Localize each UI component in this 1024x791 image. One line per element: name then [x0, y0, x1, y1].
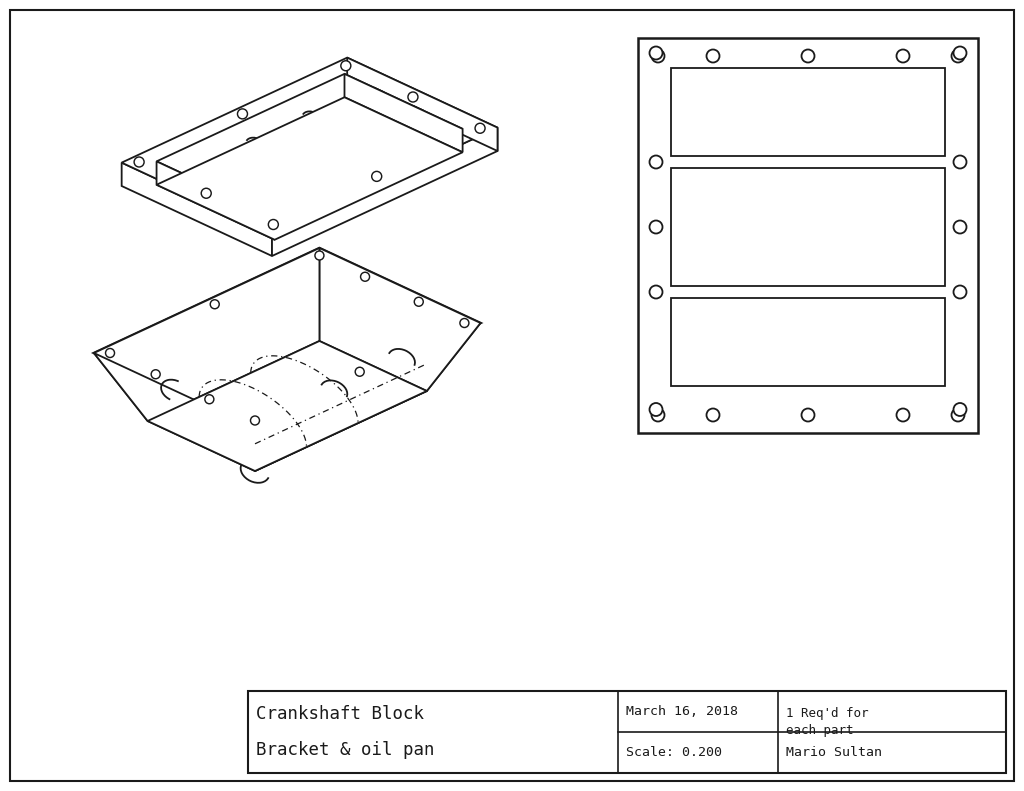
- Polygon shape: [225, 106, 423, 198]
- Circle shape: [475, 123, 485, 133]
- Circle shape: [953, 221, 967, 233]
- Polygon shape: [196, 93, 384, 203]
- Polygon shape: [236, 111, 423, 221]
- Bar: [671, 168, 945, 286]
- Text: Scale: 0.200: Scale: 0.200: [626, 746, 722, 759]
- Circle shape: [238, 109, 248, 119]
- Circle shape: [951, 408, 965, 422]
- Circle shape: [649, 221, 663, 233]
- Circle shape: [953, 47, 967, 59]
- Circle shape: [651, 50, 665, 62]
- Circle shape: [210, 300, 219, 308]
- Circle shape: [315, 251, 324, 260]
- Circle shape: [896, 50, 909, 62]
- Circle shape: [707, 50, 720, 62]
- Polygon shape: [94, 248, 480, 428]
- Polygon shape: [347, 58, 498, 151]
- Circle shape: [707, 408, 720, 422]
- Polygon shape: [272, 127, 498, 256]
- Circle shape: [251, 416, 259, 425]
- Circle shape: [649, 156, 663, 168]
- Text: each part: each part: [786, 724, 853, 737]
- Circle shape: [649, 47, 663, 59]
- Text: Mario Sultan: Mario Sultan: [786, 746, 882, 759]
- Text: March 16, 2018: March 16, 2018: [626, 705, 738, 718]
- Circle shape: [953, 403, 967, 416]
- Text: Crankshaft Block: Crankshaft Block: [256, 705, 424, 723]
- Circle shape: [360, 272, 370, 282]
- Circle shape: [268, 219, 279, 229]
- Circle shape: [341, 61, 351, 70]
- Polygon shape: [255, 323, 480, 471]
- Polygon shape: [94, 248, 319, 421]
- Bar: [638, 38, 978, 433]
- Polygon shape: [122, 58, 498, 233]
- Circle shape: [953, 156, 967, 168]
- Circle shape: [134, 157, 144, 167]
- Polygon shape: [344, 74, 463, 152]
- Circle shape: [372, 172, 382, 181]
- Circle shape: [651, 408, 665, 422]
- Polygon shape: [255, 323, 457, 471]
- Circle shape: [649, 286, 663, 298]
- Polygon shape: [157, 97, 463, 240]
- Polygon shape: [157, 161, 274, 240]
- Circle shape: [802, 50, 814, 62]
- Bar: [671, 68, 945, 156]
- Circle shape: [152, 369, 160, 379]
- Circle shape: [951, 50, 965, 62]
- Polygon shape: [186, 88, 384, 180]
- Text: 1 Req'd for: 1 Req'd for: [786, 707, 868, 721]
- Circle shape: [896, 408, 909, 422]
- Polygon shape: [94, 353, 255, 471]
- Polygon shape: [147, 341, 427, 471]
- Circle shape: [460, 319, 469, 327]
- Bar: [671, 298, 945, 386]
- Circle shape: [105, 349, 115, 358]
- Circle shape: [355, 367, 365, 377]
- Circle shape: [415, 297, 423, 306]
- Circle shape: [202, 188, 211, 199]
- Circle shape: [953, 286, 967, 298]
- Polygon shape: [118, 259, 457, 417]
- Circle shape: [649, 403, 663, 416]
- Circle shape: [408, 92, 418, 102]
- Circle shape: [802, 408, 814, 422]
- Circle shape: [205, 395, 214, 403]
- Text: Bracket & oil pan: Bracket & oil pan: [256, 741, 434, 759]
- Bar: [248, 691, 1006, 773]
- Polygon shape: [157, 74, 463, 217]
- Polygon shape: [122, 163, 272, 256]
- Polygon shape: [319, 248, 480, 391]
